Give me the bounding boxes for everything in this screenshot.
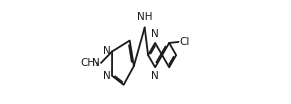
Text: NH: NH — [137, 12, 152, 22]
Text: N: N — [92, 58, 100, 68]
Text: N: N — [151, 29, 159, 39]
Text: CH₃: CH₃ — [80, 58, 100, 68]
Text: N: N — [103, 46, 111, 56]
Text: N: N — [151, 71, 159, 81]
Text: Cl: Cl — [180, 37, 190, 47]
Text: N: N — [103, 71, 111, 81]
